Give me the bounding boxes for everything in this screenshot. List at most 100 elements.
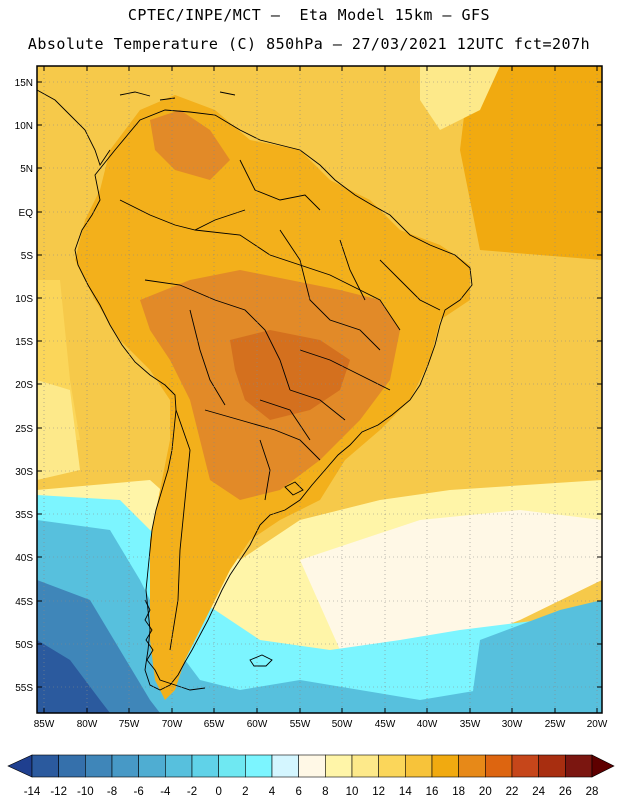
colorbar-swatch [31, 754, 59, 778]
colorbar-label: 22 [506, 786, 519, 798]
falkland-islands [249, 654, 273, 667]
lat-label: 10S [15, 294, 33, 305]
cold-zone-east [470, 600, 602, 713]
colorbar-swatch [298, 754, 326, 778]
colorbar-label: 24 [532, 786, 545, 798]
lon-label: 55W [290, 719, 311, 730]
colorbar-swatch [485, 754, 513, 778]
lat-label: 50S [15, 640, 33, 651]
northwest-border [119, 199, 246, 231]
colorbar-swatch [538, 754, 566, 778]
latitude-labels: 15N 10N 5N EQ 5S 10S 15S 20S 25S 30S 35S 40S 45S 50S 5… [15, 78, 34, 694]
colorbar-swatch [351, 754, 379, 778]
lat-label: 20S [15, 380, 33, 391]
colorbar-label: 2 [242, 786, 248, 798]
colorbar-label: 26 [559, 786, 572, 798]
colorbar-label: -14 [24, 786, 41, 798]
colorbar-label: 4 [269, 786, 276, 798]
brazil-states-3 [379, 259, 441, 311]
lat-label: 30S [15, 467, 33, 478]
colorbar-swatch [325, 754, 353, 778]
colorbar-label: -2 [187, 786, 197, 798]
cold-zone-4 [37, 640, 110, 713]
south-america-coastline [74, 109, 473, 691]
tropical-atlantic-zone [460, 66, 602, 260]
lat-label: 5N [20, 164, 33, 175]
colorbar-swatch [111, 754, 139, 778]
lon-label: 85W [34, 719, 55, 730]
chile-border [169, 409, 191, 651]
caribbean-islands [119, 91, 236, 101]
bolivia-border [189, 309, 226, 406]
colorbar-swatch [271, 754, 299, 778]
lat-label: 25S [15, 424, 33, 435]
brazil-states [279, 229, 381, 351]
temperature-field [37, 66, 602, 713]
colorbar-swatch [218, 754, 246, 778]
chile-fjords [144, 599, 206, 691]
colorbar-label: 12 [372, 786, 385, 798]
rio-de-la-plata-lagoon [284, 481, 304, 496]
map-frame [36, 65, 603, 714]
colorbar-right-arrow [591, 754, 615, 778]
paraguay-border [259, 439, 271, 501]
colorbar-swatch [458, 754, 486, 778]
colorbar-label: 16 [426, 786, 439, 798]
colorbar-label: -6 [134, 786, 144, 798]
lon-label: 45W [375, 719, 396, 730]
lat-label: 5S [21, 251, 34, 262]
colorbar-swatch [565, 754, 593, 778]
colorbar-swatch [191, 754, 219, 778]
longitude-labels: 85W 80W 75W 70W 65W 60W 55W 50W 45W 40W 35W 30W 25W 2… [34, 719, 608, 730]
lon-label: 80W [77, 719, 98, 730]
lon-label: 20W [587, 719, 608, 730]
lon-label: 40W [417, 719, 438, 730]
lat-label: 35S [15, 510, 33, 521]
colorbar-left-arrow [7, 754, 33, 778]
brazil-states-5 [259, 399, 311, 441]
colorbar [7, 754, 615, 778]
colorbar-label: 10 [346, 786, 359, 798]
central-america-coastline [37, 89, 111, 167]
lat-label: 55S [15, 683, 33, 694]
colorbar-swatch [511, 754, 539, 778]
lon-label: 25W [545, 719, 566, 730]
colorbar-swatch [378, 754, 406, 778]
lon-label: 75W [119, 719, 140, 730]
south-atlantic-pale-zone [300, 510, 602, 660]
colorbar-label: 28 [586, 786, 599, 798]
lat-label: 45S [15, 597, 33, 608]
colorbar-swatch [58, 754, 86, 778]
colorbar-label: 18 [452, 786, 465, 798]
country-borders [37, 89, 473, 691]
lon-label: 65W [204, 719, 225, 730]
colorbar-swatch [85, 754, 113, 778]
lon-label: 50W [332, 719, 353, 730]
lat-label: 40S [15, 553, 33, 564]
colorbar-swatch [431, 754, 459, 778]
guianas-border [239, 159, 321, 211]
colorbar-swatch [138, 754, 166, 778]
northern-hot-spot [150, 110, 230, 180]
colorbar-swatch [245, 754, 273, 778]
colorbar-label: 0 [215, 786, 221, 798]
colorbar-swatch [405, 754, 433, 778]
colorbar-label: 6 [295, 786, 301, 798]
brazil-states-2 [339, 239, 366, 301]
argentina-north-border [204, 409, 321, 461]
axis-ticks [37, 66, 602, 713]
brazil-south-border [289, 389, 346, 421]
colorbar-label: -8 [107, 786, 117, 798]
colorbar-label: 8 [322, 786, 328, 798]
andes-border [144, 279, 291, 391]
lat-label: EQ [19, 208, 34, 219]
colorbar-label: -10 [77, 786, 94, 798]
pacific-cool-zone [37, 380, 80, 480]
colorbar-labels: -14 -12 -10 -8 -6 -4 -2 0 2 4 6 8 10 12 14 16 18 20 22 24 26… [24, 786, 599, 798]
continent-hottest-core [230, 330, 350, 420]
lat-label: 15N [15, 78, 33, 89]
lon-label: 35W [460, 719, 481, 730]
brazil-states-4 [299, 349, 391, 391]
north-atlantic-mild-zone [420, 66, 500, 130]
